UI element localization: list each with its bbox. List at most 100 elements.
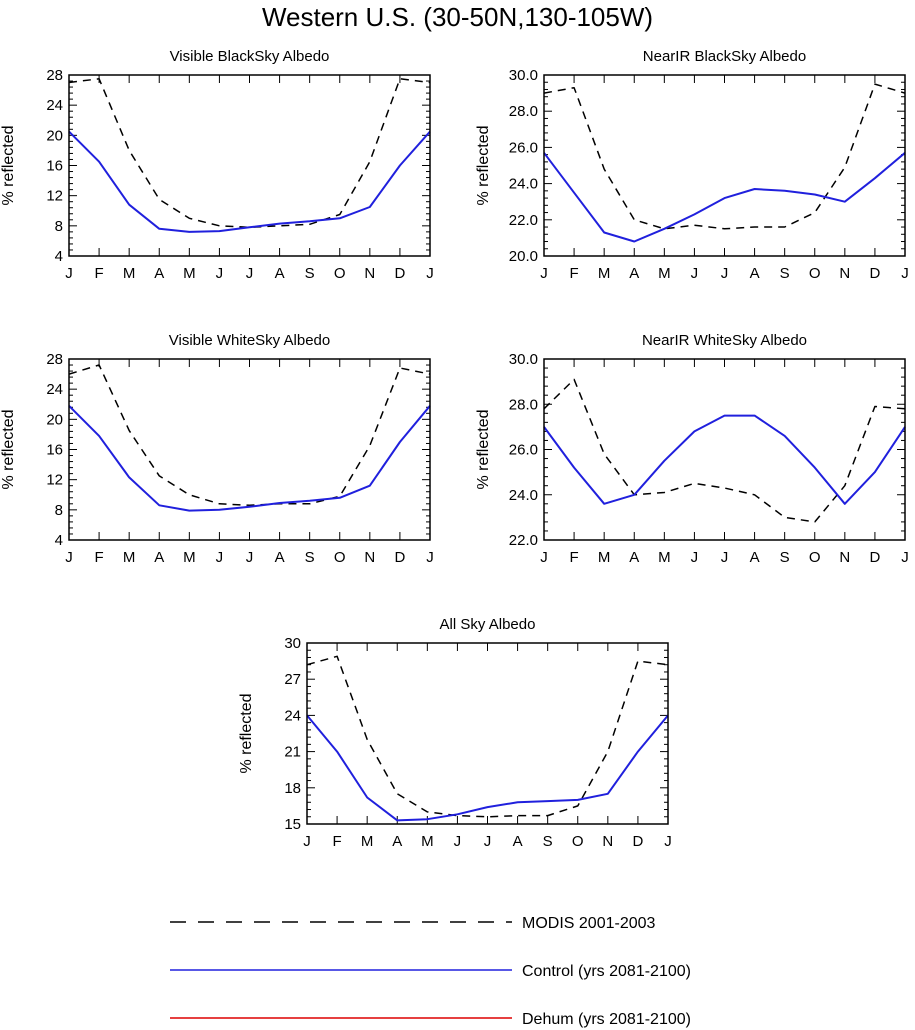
x-tick-label: J	[65, 265, 73, 282]
y-tick-label: 20	[46, 127, 63, 144]
y-tick-label: 22.0	[509, 212, 538, 229]
x-tick-label: D	[869, 265, 880, 282]
chart-panel-4: NearIR WhiteSky Albedo % reflected 22.0 24.…	[475, 332, 909, 566]
y-axis-label: % reflected	[475, 409, 492, 489]
y-tick-label: 28	[46, 351, 63, 368]
x-tick-label: F	[332, 833, 341, 850]
chart-panel-3: Visible WhiteSky Albedo % reflected 4 8 12 16…	[0, 332, 434, 566]
x-tick-label: J	[216, 265, 224, 282]
y-tick-label: 24	[46, 97, 63, 114]
chart-title: NearIR WhiteSky Albedo	[642, 332, 807, 349]
x-tick-label: O	[572, 833, 584, 850]
y-tick-label: 4	[55, 532, 63, 549]
y-tick-label: 12	[46, 188, 63, 205]
x-tick-label: N	[364, 265, 375, 282]
y-tick-label: 16	[46, 442, 63, 459]
x-tick-label: J	[216, 549, 224, 566]
x-tick-label: O	[334, 549, 346, 566]
y-tick-label: 8	[55, 502, 63, 519]
x-tick-label: S	[305, 549, 315, 566]
plot-frame	[543, 74, 906, 257]
chart-panel-2: NearIR BlackSky Albedo % reflected 20.0 22.…	[475, 48, 909, 282]
x-tick-label: F	[569, 265, 578, 282]
chart-panel-1: Visible BlackSky Albedo % reflected 4 8 12 16…	[0, 48, 434, 282]
chart-title: NearIR BlackSky Albedo	[643, 48, 806, 65]
y-tick-label: 30.0	[509, 351, 538, 368]
legend-label-control: Control (yrs 2081-2100)	[522, 963, 691, 980]
y-axis-label: % reflected	[475, 125, 492, 205]
chart-title: Visible BlackSky Albedo	[170, 48, 330, 65]
x-tick-label: A	[750, 265, 760, 282]
x-tick-label: S	[780, 549, 790, 566]
series-line-modis	[68, 78, 431, 229]
y-tick-label: 20	[46, 411, 63, 428]
series-line-control	[543, 414, 906, 505]
page-title: Western U.S. (30-50N,130-105W)	[261, 2, 654, 32]
x-tick-label: M	[361, 833, 374, 850]
x-tick-label: M	[183, 265, 196, 282]
chart-panel-5: All Sky Albedo % reflected 15 18 21 24 27 30 J F M…	[238, 616, 672, 850]
y-tick-label: 15	[284, 816, 301, 833]
chart-title: Visible WhiteSky Albedo	[169, 332, 330, 349]
series-line-modis	[68, 364, 431, 507]
x-tick-label: J	[303, 833, 311, 850]
x-tick-label: F	[569, 549, 578, 566]
x-tick-label: N	[839, 549, 850, 566]
x-tick-label: J	[426, 549, 434, 566]
x-tick-label: J	[691, 549, 699, 566]
y-tick-label: 30.0	[509, 67, 538, 84]
x-tick-label: O	[809, 265, 821, 282]
x-tick-label: F	[94, 265, 103, 282]
x-tick-label: J	[901, 265, 909, 282]
series-line-modis	[543, 83, 906, 230]
y-axis-label: % reflected	[0, 125, 17, 205]
series-line-modis	[306, 655, 669, 818]
y-tick-label: 20.0	[509, 248, 538, 265]
series-line-control	[306, 714, 669, 822]
x-tick-label: A	[275, 549, 285, 566]
y-tick-label: 16	[46, 158, 63, 175]
x-tick-label: S	[780, 265, 790, 282]
x-tick-label: M	[123, 549, 136, 566]
x-tick-label: N	[839, 265, 850, 282]
plot-frame	[68, 358, 431, 541]
x-tick-label: M	[598, 265, 611, 282]
y-tick-label: 18	[284, 780, 301, 797]
x-tick-label: A	[629, 265, 639, 282]
x-tick-label: J	[540, 265, 548, 282]
y-tick-label: 26.0	[509, 139, 538, 156]
y-tick-label: 26.0	[509, 442, 538, 459]
x-tick-label: J	[664, 833, 672, 850]
x-tick-label: N	[602, 833, 613, 850]
x-tick-label: J	[426, 265, 434, 282]
series-line-modis	[543, 378, 906, 523]
x-tick-label: A	[750, 549, 760, 566]
plot-frame	[306, 642, 669, 825]
y-tick-label: 21	[284, 744, 301, 761]
x-tick-label: J	[721, 265, 729, 282]
x-tick-label: J	[484, 833, 492, 850]
x-tick-label: D	[394, 265, 405, 282]
x-tick-label: J	[454, 833, 462, 850]
x-tick-label: J	[691, 265, 699, 282]
x-tick-label: J	[901, 549, 909, 566]
x-tick-label: J	[65, 549, 73, 566]
y-tick-label: 28	[46, 67, 63, 84]
x-tick-label: M	[183, 549, 196, 566]
x-tick-label: A	[629, 549, 639, 566]
x-tick-label: N	[364, 549, 375, 566]
series-line-control	[68, 130, 431, 233]
y-tick-label: 24	[284, 707, 301, 724]
y-tick-label: 8	[55, 218, 63, 235]
y-tick-label: 24	[46, 381, 63, 398]
y-tick-label: 28.0	[509, 103, 538, 120]
y-tick-label: 22.0	[509, 532, 538, 549]
series-line-control	[543, 152, 906, 243]
x-tick-label: J	[246, 265, 254, 282]
x-tick-label: M	[658, 549, 671, 566]
x-tick-label: M	[123, 265, 136, 282]
y-axis-label: % reflected	[0, 409, 17, 489]
y-tick-label: 12	[46, 472, 63, 489]
x-tick-label: O	[809, 549, 821, 566]
x-tick-label: J	[721, 549, 729, 566]
